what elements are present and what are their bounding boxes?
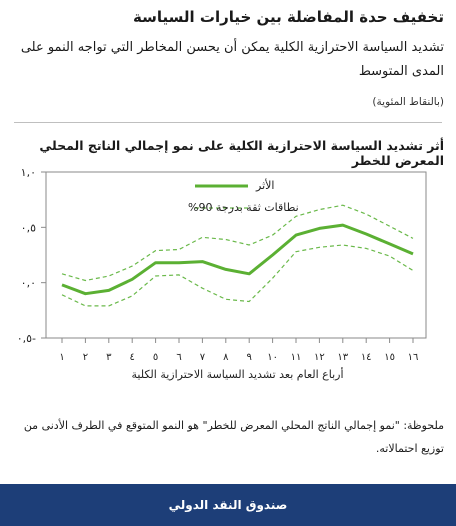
x-tick-label: ٤ [130, 352, 135, 363]
chart-title: أثر تشديد السياسة الاحترازية الكلية على … [39, 138, 444, 168]
x-tick-label: ٩ [247, 352, 252, 363]
chart-note: ملحوظة: "نمو إجمالي الناتج المحلي المعرض… [23, 419, 444, 455]
x-tick-label: ٢ [83, 352, 88, 363]
legend-label-effect: الأثر [255, 178, 274, 192]
y-tick-label: ٠,٠ [21, 277, 36, 290]
x-tick-label: ٧ [200, 352, 206, 363]
y-tick-label: ٠,٥ [21, 221, 36, 234]
page-title: تخفيف حدة المفاضلة بين خيارات السياسة [133, 8, 444, 26]
units-label: (بالنقاط المئوية) [372, 96, 444, 108]
x-tick-label: ١١ [291, 352, 302, 363]
x-tick-label: ١٢ [314, 352, 325, 363]
x-tick-label: ١ [59, 352, 64, 363]
footer-bar: صندوق النقد الدولي [0, 484, 456, 526]
x-tick-label: ٨ [223, 352, 229, 363]
series-line-upper-band [61, 204, 414, 282]
x-tick-label: ٣ [106, 352, 112, 363]
divider [14, 122, 442, 123]
x-tick-label: ١٦ [408, 352, 419, 363]
series-line-effect [61, 223, 414, 296]
y-tick-label: ١,٠ [21, 166, 36, 179]
x-tick-label: ١٤ [361, 352, 372, 363]
line-chart: ٠,٥-٠,٠٠,٥١,٠١ ٢ ٣ ٤ ٥ ٦ ٧ ٨ ٩ ١٠ ١١ ١٢ ١٣ ١٤ ١٥ ١٦أربا… [17, 166, 427, 381]
x-tick-label: ١٠ [267, 352, 278, 363]
footer-label: صندوق النقد الدولي [168, 498, 288, 512]
x-tick-label: ٥ [153, 352, 158, 363]
series-line-lower-band [61, 244, 414, 307]
x-axis-label: أرباع العام بعد تشديد السياسة الاحترازية… [131, 367, 343, 381]
y-tick-label: ٠,٥- [17, 332, 36, 345]
plot-frame [45, 171, 427, 339]
legend-label-band: نطاقات ثقة بدرجة 90% [188, 201, 299, 214]
x-tick-label: ١٣ [337, 352, 348, 363]
x-tick-label: ٦ [176, 352, 181, 363]
page-subtitle: تشديد السياسة الاحترازية الكلية يمكن أن … [20, 40, 444, 79]
x-tick-label: ١٥ [384, 352, 395, 363]
